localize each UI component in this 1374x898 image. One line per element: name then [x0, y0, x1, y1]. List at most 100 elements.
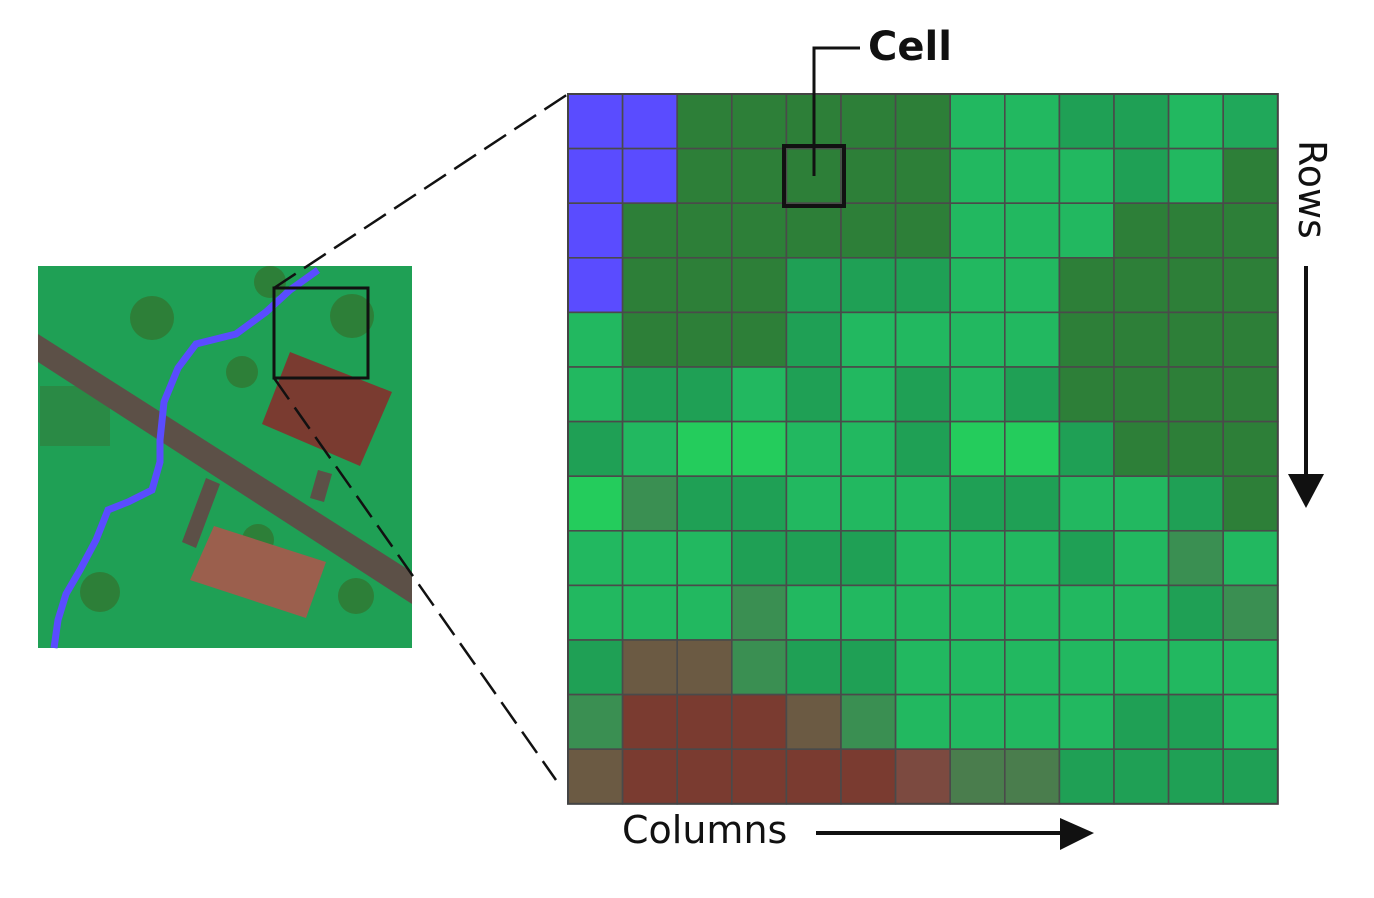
raster-cell [1113, 420, 1170, 478]
raster-cell [1222, 475, 1279, 532]
raster-cell [840, 529, 897, 587]
river [50, 267, 321, 649]
raster-cell [785, 529, 842, 587]
raster-cell [676, 420, 733, 478]
raster-cell [894, 529, 951, 587]
raster-cell [1003, 202, 1061, 259]
raster-cell [1113, 693, 1170, 750]
raster-cell [1167, 93, 1224, 150]
raster-cell [621, 693, 678, 750]
raster-cell [785, 693, 842, 750]
raster-cell [621, 202, 678, 259]
building-large [262, 352, 392, 466]
raster-cell [785, 202, 842, 259]
raster-cell [730, 475, 788, 532]
raster-cell [676, 147, 733, 205]
raster-cell [1222, 256, 1279, 314]
tree-3 [330, 294, 374, 338]
raster-cell [1003, 584, 1061, 641]
tree-2 [226, 356, 258, 388]
raster-cell [676, 202, 733, 259]
raster-cell [1058, 93, 1115, 150]
raster-cell [1058, 147, 1115, 205]
raster-cell [894, 202, 951, 259]
tree-4 [254, 266, 286, 298]
raster-cell [949, 420, 1006, 478]
raster-cell [1167, 311, 1224, 368]
raster-cell [894, 93, 951, 150]
raster-cell [676, 366, 733, 423]
raster-cell [567, 748, 624, 805]
raster-cell [676, 475, 733, 532]
raster-cell [894, 693, 951, 750]
raster-cell [730, 639, 788, 696]
raster-cell [840, 311, 897, 368]
raster-cell [949, 311, 1006, 368]
raster-cell [621, 256, 678, 314]
grid-border [567, 93, 1279, 805]
raster-cell [949, 202, 1006, 259]
raster-cell [785, 475, 842, 532]
raster-cell [840, 420, 897, 478]
raster-cell [1113, 475, 1170, 532]
tree-6 [80, 572, 120, 612]
raster-cell [621, 93, 678, 150]
raster-cell [621, 311, 678, 368]
raster-cell [1167, 256, 1224, 314]
raster-cell [785, 311, 842, 368]
raster-cell [785, 639, 842, 696]
road [38, 334, 412, 604]
raster-cell [1222, 639, 1279, 696]
raster-cell [894, 420, 951, 478]
raster-cell [1222, 693, 1279, 750]
raster-cell [730, 748, 788, 805]
raster-cell [1113, 202, 1170, 259]
side-road-1 [182, 478, 220, 548]
raster-cell [730, 584, 788, 641]
raster-cell [1003, 256, 1061, 314]
raster-cell [1003, 147, 1061, 205]
raster-cell [894, 584, 951, 641]
raster-cell [1003, 693, 1061, 750]
tree-7 [338, 578, 374, 614]
raster-cell [840, 93, 897, 150]
raster-cell [785, 366, 842, 423]
raster-cell [567, 529, 624, 587]
cell-callout-line [812, 46, 860, 176]
raster-cell [730, 529, 788, 587]
raster-cell [894, 748, 951, 805]
raster-cell [840, 202, 897, 259]
raster-cell [1222, 366, 1279, 423]
raster-cell [1003, 93, 1061, 150]
raster-cell [621, 584, 678, 641]
raster-cell [567, 366, 624, 423]
raster-cell [676, 93, 733, 150]
raster-cell [1058, 202, 1115, 259]
raster-cell [730, 420, 788, 478]
raster-cell [894, 639, 951, 696]
raster-cell [1222, 584, 1279, 641]
raster-cell [894, 475, 951, 532]
raster-cell [894, 366, 951, 423]
raster-cell [949, 584, 1006, 641]
raster-cell [1003, 420, 1061, 478]
raster-cell [1113, 147, 1170, 205]
raster-cell [785, 748, 842, 805]
raster-cell [567, 420, 624, 478]
raster-cell [1167, 147, 1224, 205]
raster-cell [1167, 693, 1224, 750]
raster-cell [1113, 366, 1170, 423]
tree-1 [130, 296, 174, 340]
cell-label: Cell [868, 24, 952, 70]
side-road-2 [310, 470, 332, 502]
raster-cell [567, 202, 624, 259]
raster-cell [1058, 475, 1115, 532]
raster-cell [567, 311, 624, 368]
raster-cell [1222, 420, 1279, 478]
rows-arrowhead-icon [1288, 474, 1324, 508]
raster-cell [1058, 311, 1115, 368]
raster-cell [730, 693, 788, 750]
raster-cell [621, 529, 678, 587]
raster-cell [676, 256, 733, 314]
raster-cell [1113, 311, 1170, 368]
